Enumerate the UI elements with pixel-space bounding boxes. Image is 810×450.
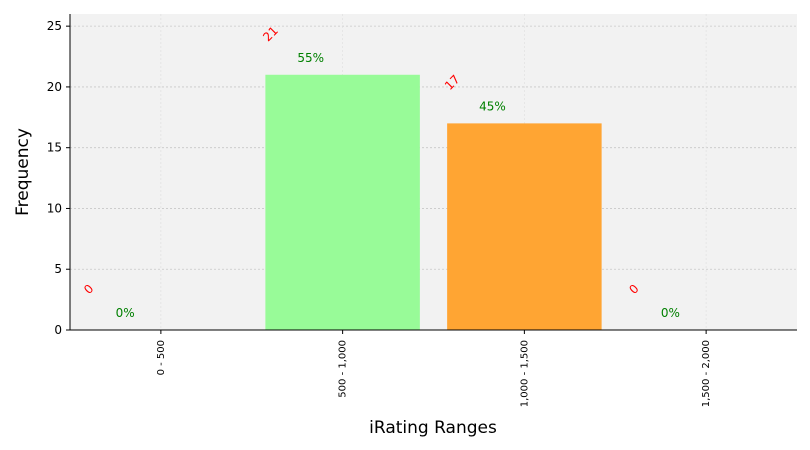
y-tick-label: 20 (47, 80, 62, 94)
bar-percent-label: 0% (661, 306, 680, 320)
axes (69, 14, 797, 331)
x-tick-label: 500 - 1,000 (338, 340, 349, 398)
x-tick-label: 0 - 500 (156, 340, 167, 375)
y-tick-label: 0 (54, 323, 62, 337)
y-tick-label: 15 (47, 141, 62, 155)
bars (265, 74, 602, 331)
bar (265, 74, 420, 331)
y-tick-label: 25 (47, 19, 62, 33)
x-axis-title: iRating Ranges (369, 418, 497, 438)
x-tick-label: 1,000 - 1,500 (519, 340, 530, 407)
y-tick-label: 5 (54, 262, 62, 276)
bar-percent-label: 55% (297, 51, 324, 65)
bar (447, 123, 602, 330)
y-tick-label: 10 (47, 201, 62, 215)
plot-background (70, 14, 797, 330)
x-tick-label: 1,500 - 2,000 (701, 340, 712, 407)
y-axis-title: Frequency (13, 128, 33, 216)
bar-percent-label: 0% (116, 306, 135, 320)
ticks: 0 5 10 15 20 25 0 - 500 500 - 1,000 1,000 - 1,50… (47, 19, 712, 407)
bar-percent-label: 45% (479, 99, 506, 113)
